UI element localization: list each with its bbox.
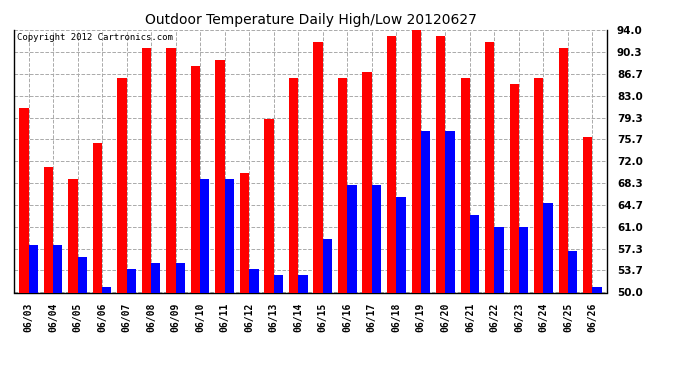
Bar <box>176 262 185 292</box>
Bar <box>166 48 176 292</box>
Bar <box>544 203 553 292</box>
Bar <box>142 48 151 292</box>
Bar <box>323 239 332 292</box>
Bar <box>583 137 593 292</box>
Bar <box>421 131 430 292</box>
Bar <box>411 30 421 292</box>
Bar <box>559 48 568 292</box>
Bar <box>28 245 38 292</box>
Bar <box>77 257 87 292</box>
Bar <box>495 227 504 292</box>
Bar <box>445 131 455 292</box>
Bar <box>534 78 544 292</box>
Bar <box>92 143 102 292</box>
Bar <box>338 78 347 292</box>
Bar <box>470 215 479 292</box>
Bar <box>117 78 126 292</box>
Bar <box>240 173 249 292</box>
Bar <box>289 78 298 292</box>
Bar <box>347 185 357 292</box>
Bar <box>200 179 210 292</box>
Bar <box>151 262 161 292</box>
Bar <box>568 251 578 292</box>
Bar <box>53 245 62 292</box>
Bar <box>191 66 200 292</box>
Bar <box>264 120 274 292</box>
Bar <box>362 72 372 292</box>
Bar <box>436 36 445 292</box>
Bar <box>298 274 308 292</box>
Bar <box>249 268 259 292</box>
Bar <box>102 286 111 292</box>
Bar <box>510 84 519 292</box>
Bar <box>387 36 396 292</box>
Bar <box>225 179 234 292</box>
Bar <box>43 167 53 292</box>
Bar <box>274 274 283 292</box>
Bar <box>460 78 470 292</box>
Bar <box>19 108 28 292</box>
Bar <box>215 60 225 292</box>
Bar <box>593 286 602 292</box>
Text: Copyright 2012 Cartronics.com: Copyright 2012 Cartronics.com <box>17 33 172 42</box>
Bar <box>519 227 529 292</box>
Bar <box>396 197 406 292</box>
Bar <box>485 42 495 292</box>
Bar <box>68 179 77 292</box>
Bar <box>372 185 381 292</box>
Bar <box>313 42 323 292</box>
Bar <box>126 268 136 292</box>
Title: Outdoor Temperature Daily High/Low 20120627: Outdoor Temperature Daily High/Low 20120… <box>145 13 476 27</box>
